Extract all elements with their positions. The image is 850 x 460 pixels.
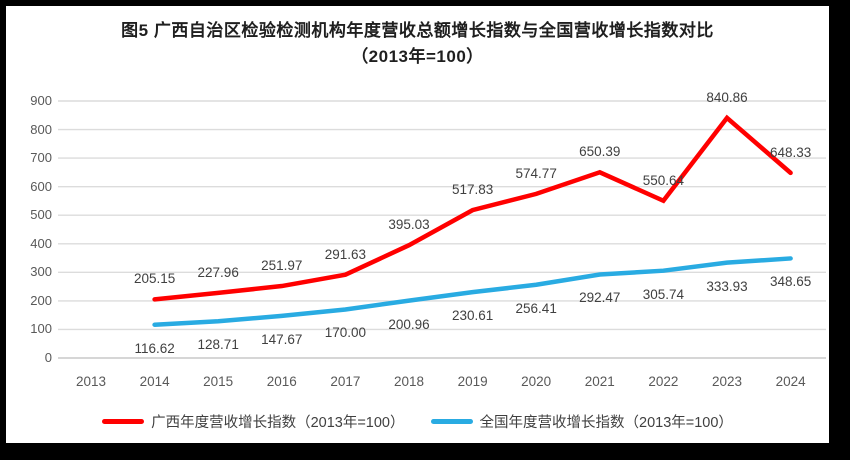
data-point-label: 200.96 xyxy=(388,316,430,332)
data-point-label: 147.67 xyxy=(261,331,303,347)
plot-svg xyxy=(58,100,826,359)
legend-label-national: 全国年度营收增长指数（2013年=100） xyxy=(479,415,733,431)
chart-title: 图5 广西自治区检验检测机构年度营收总额增长指数与全国营收增长指数对比（2013… xyxy=(121,21,714,66)
series-line-1 xyxy=(152,256,793,327)
data-point-label: 333.93 xyxy=(706,278,748,294)
y-axis-tick-label: 200 xyxy=(30,292,52,308)
legend: 广西年度营收增长指数（2013年=100） 全国年度营收增长指数（2013年=1… xyxy=(6,411,829,432)
x-axis-tick-label: 2015 xyxy=(203,374,234,389)
y-axis-tick-label: 800 xyxy=(30,121,52,137)
data-point-label: 574.77 xyxy=(515,165,557,181)
legend-item-guangxi: 广西年度营收增长指数（2013年=100） xyxy=(102,411,405,432)
y-axis-tick-label: 700 xyxy=(30,150,52,166)
data-point-label: 348.65 xyxy=(769,274,812,290)
y-axis-tick-label: 300 xyxy=(30,264,52,280)
data-point-label: 517.83 xyxy=(451,182,494,198)
data-point-label: 840.86 xyxy=(706,89,748,105)
data-point-label: 550.64 xyxy=(642,172,685,188)
y-axis-tick-label: 900 xyxy=(30,93,52,108)
data-point-label: 227.96 xyxy=(197,264,239,280)
data-point-label: 648.33 xyxy=(769,144,812,160)
red-line-swatch-icon xyxy=(102,419,145,424)
data-point-label: 292.47 xyxy=(579,290,621,306)
x-axis-tick-label: 2018 xyxy=(393,374,425,389)
legend-label-guangxi: 广西年度营收增长指数（2013年=100） xyxy=(151,415,405,431)
data-point-label: 230.61 xyxy=(451,308,494,324)
y-axis-tick-label: 0 xyxy=(44,350,52,365)
x-axis-tick-label: 2016 xyxy=(266,374,297,389)
data-point-label: 305.74 xyxy=(642,286,685,302)
data-point-label: 170.00 xyxy=(324,325,367,341)
y-axis-tick-label: 500 xyxy=(30,207,52,223)
blue-line-swatch-icon xyxy=(430,419,473,424)
data-point-label: 116.62 xyxy=(134,340,175,356)
x-axis-tick-label: 2024 xyxy=(775,374,806,389)
x-axis-tick-label: 2020 xyxy=(521,374,552,389)
series-line-0 xyxy=(152,114,793,302)
x-axis-tick-label: 2022 xyxy=(648,374,679,389)
data-point-label: 205.15 xyxy=(133,271,176,287)
x-axis-tick-label: 2013 xyxy=(75,374,107,389)
x-axis-tick-label: 2017 xyxy=(330,374,361,389)
x-axis-tick-label: 2021 xyxy=(584,374,615,389)
data-point-label: 291.63 xyxy=(324,246,367,262)
y-axis-tick-label: 400 xyxy=(30,235,52,251)
data-point-label: 395.03 xyxy=(388,217,430,233)
x-axis-tick-label: 2014 xyxy=(139,374,170,389)
data-point-label: 128.71 xyxy=(197,337,239,353)
legend-item-national: 全国年度营收增长指数（2013年=100） xyxy=(430,411,733,432)
data-point-label: 256.41 xyxy=(515,300,557,316)
x-axis-tick-label: 2023 xyxy=(711,374,743,389)
data-point-label: 251.97 xyxy=(261,258,303,274)
chart-canvas: 图5 广西自治区检验检测机构年度营收总额增长指数与全国营收增长指数对比（2013… xyxy=(6,6,829,443)
y-axis-tick-label: 100 xyxy=(30,321,52,337)
data-point-label: 650.39 xyxy=(579,144,621,160)
x-axis-tick-label: 2019 xyxy=(457,374,488,389)
y-axis-tick-label: 600 xyxy=(30,178,52,194)
